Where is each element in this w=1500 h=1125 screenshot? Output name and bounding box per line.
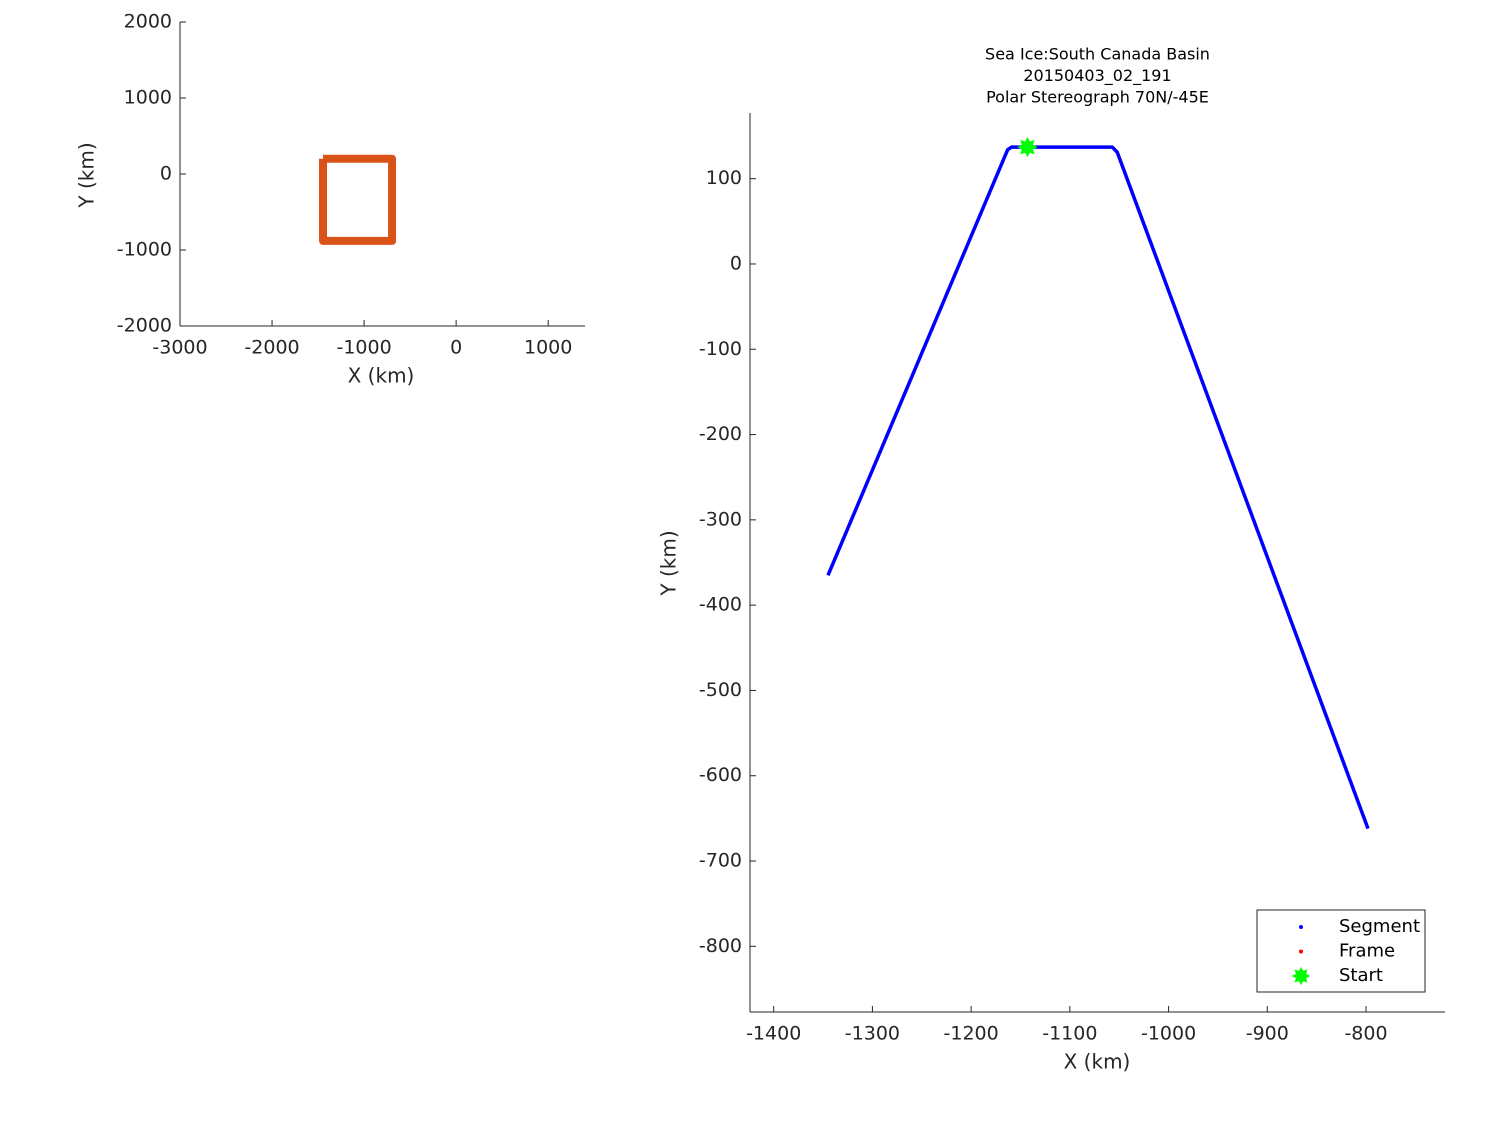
x-tick-label: 1000 [524,337,572,359]
legend-marker [1291,966,1311,986]
chart-title: Polar Stereograph 70N/-45E [986,88,1209,107]
x-tick-label: -2000 [244,337,299,359]
y-tick-label: 1000 [124,87,172,109]
y-tick-label: -600 [699,764,742,786]
legend [1256,909,1426,993]
y-tick-label: -2000 [117,315,172,337]
legend-label: Start [1339,965,1383,986]
x-tick-label: 0 [450,337,462,359]
y-tick-label: 2000 [124,11,172,33]
chart-title: 20150403_02_191 [1023,66,1171,86]
track-line [826,145,1370,830]
y-tick-label: -700 [699,850,742,872]
y-tick-label: -400 [699,594,742,616]
x-tick-label: -1300 [845,1023,900,1045]
x-tick-label: -1200 [944,1023,999,1045]
y-tick-label: -200 [699,423,742,445]
y-tick-label: -800 [699,935,742,957]
x-tick-label: -800 [1344,1023,1387,1045]
y-tick-label: -100 [699,338,742,360]
legend-label: Frame [1339,941,1395,962]
y-tick-label: 0 [730,252,742,274]
x-axis-label: X (km) [1064,1050,1131,1074]
legend-marker [1299,925,1303,929]
legend-marker [1299,949,1303,954]
legend-label: Segment [1339,916,1420,937]
x-tick-label: -1000 [1141,1023,1196,1045]
x-axis-label: X (km) [348,364,415,388]
chart-title: Sea Ice:South Canada Basin [985,45,1210,64]
y-axis-label: Y (km) [657,530,681,596]
y-tick-label: -500 [699,679,742,701]
y-tick-label: -300 [699,508,742,530]
y-tick-label: 100 [706,167,742,189]
start-marker [1017,136,1038,158]
x-tick-label: -1400 [746,1023,801,1045]
y-axis-label: Y (km) [75,142,99,208]
x-tick-label: -3000 [152,337,207,359]
x-tick-label: -900 [1246,1023,1289,1045]
x-tick-label: -1100 [1042,1023,1097,1045]
y-tick-label: 0 [160,163,172,185]
x-tick-label: -1000 [336,337,391,359]
outline [319,154,397,245]
y-tick-label: -1000 [117,239,172,261]
